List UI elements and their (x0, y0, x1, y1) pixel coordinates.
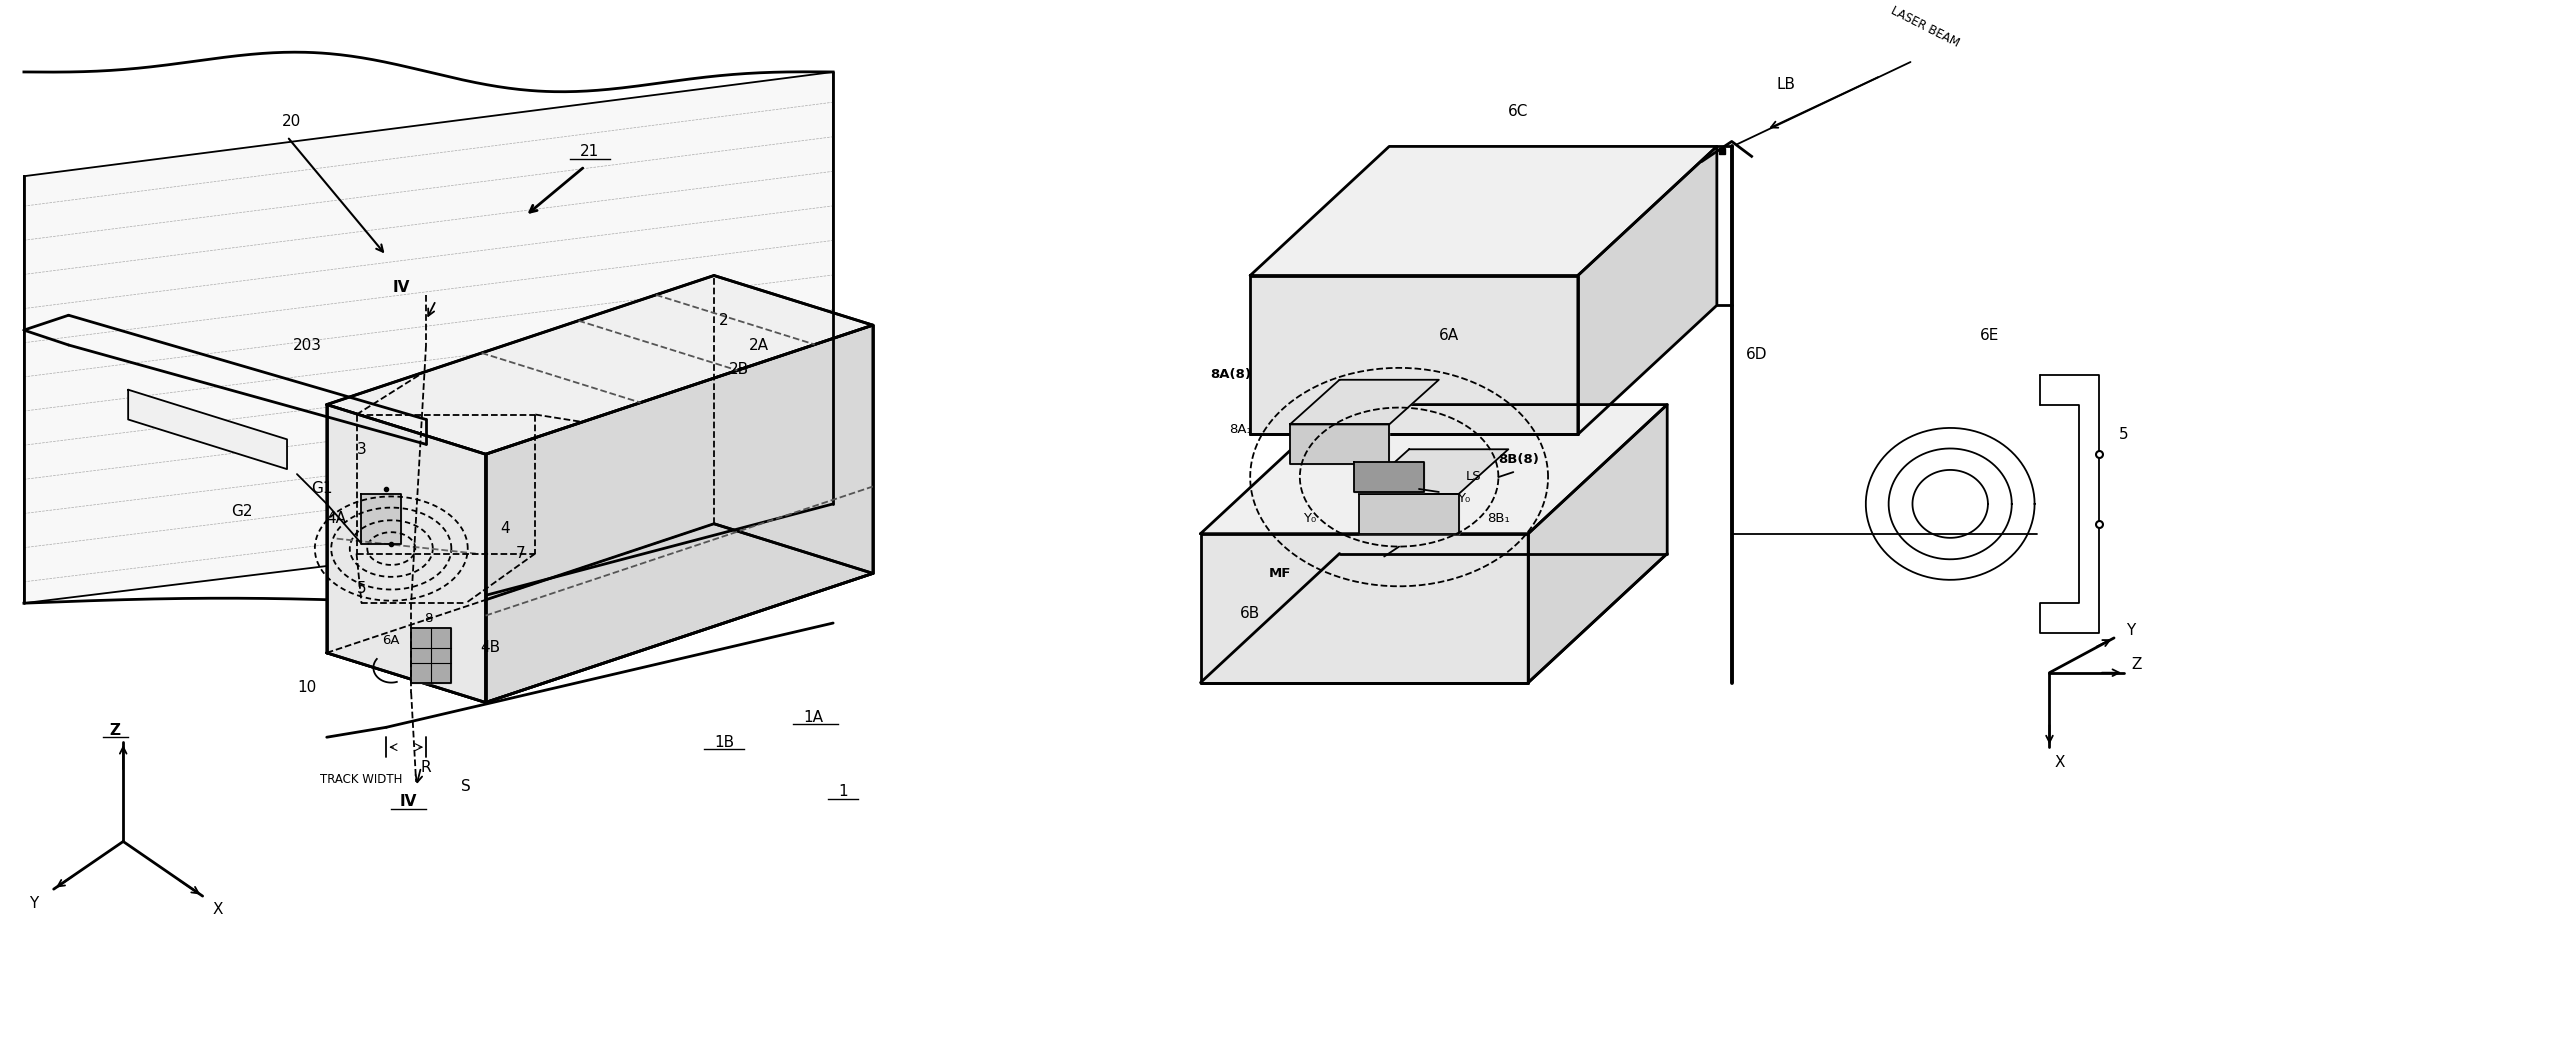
Text: 5: 5 (357, 581, 367, 595)
Text: 6C: 6C (1507, 104, 1527, 119)
Polygon shape (128, 390, 288, 469)
Text: MF: MF (1270, 567, 1290, 580)
Text: 6A: 6A (382, 634, 400, 648)
Text: 4: 4 (500, 521, 510, 537)
Text: 20: 20 (283, 114, 301, 129)
Text: 4A: 4A (326, 511, 347, 526)
Text: Y: Y (2127, 624, 2134, 638)
Text: Y₀: Y₀ (1303, 512, 1316, 525)
Text: 1: 1 (839, 784, 849, 799)
Text: 2: 2 (719, 313, 729, 328)
Text: 8A₁: 8A₁ (1229, 423, 1252, 436)
Text: 8B(8): 8B(8) (1497, 453, 1538, 466)
Text: TRACK WIDTH: TRACK WIDTH (321, 774, 403, 786)
Polygon shape (362, 494, 400, 544)
Text: 6E: 6E (1981, 328, 1999, 342)
Polygon shape (1250, 275, 1578, 435)
Polygon shape (1359, 494, 1459, 533)
Polygon shape (326, 404, 484, 702)
Text: X: X (212, 902, 222, 917)
Text: 1A: 1A (803, 710, 824, 724)
Text: R: R (421, 759, 431, 775)
Text: 3: 3 (357, 442, 367, 457)
Text: Y: Y (28, 896, 38, 910)
Polygon shape (1290, 380, 1438, 424)
Polygon shape (1250, 146, 1716, 275)
Text: G2: G2 (232, 504, 252, 520)
Polygon shape (1578, 146, 1716, 435)
Polygon shape (1201, 404, 1668, 533)
Text: 4B: 4B (479, 640, 500, 655)
Polygon shape (1201, 533, 1527, 682)
Text: S: S (462, 779, 472, 795)
Text: IV: IV (400, 794, 416, 810)
Text: 2B: 2B (729, 362, 750, 377)
Text: 21: 21 (581, 144, 599, 159)
Polygon shape (411, 628, 451, 682)
Text: 8B₁: 8B₁ (1487, 512, 1510, 525)
Text: 8: 8 (423, 611, 431, 625)
Text: X: X (2055, 755, 2066, 770)
Text: LASER BEAM: LASER BEAM (1890, 4, 1961, 50)
Text: 6A: 6A (1438, 328, 1459, 342)
Text: Z: Z (110, 722, 120, 738)
Polygon shape (484, 326, 872, 702)
Text: 7: 7 (515, 546, 525, 561)
Text: LS: LS (1466, 469, 1482, 483)
Text: 10: 10 (298, 680, 316, 695)
Text: Y₀: Y₀ (1456, 492, 1471, 505)
Polygon shape (1527, 404, 1668, 682)
Polygon shape (1359, 449, 1510, 493)
Polygon shape (23, 72, 834, 603)
Text: 2A: 2A (750, 337, 768, 353)
Polygon shape (326, 275, 872, 455)
Text: 8A(8): 8A(8) (1209, 369, 1252, 381)
Polygon shape (1290, 424, 1390, 464)
Text: 6D: 6D (1747, 348, 1767, 362)
Text: 6B: 6B (1239, 606, 1260, 621)
Polygon shape (1354, 462, 1423, 492)
Text: G1: G1 (311, 482, 332, 497)
Text: LB: LB (1777, 78, 1795, 92)
Text: 203: 203 (293, 337, 321, 353)
Text: 1B: 1B (714, 735, 734, 750)
Text: Z: Z (2132, 657, 2142, 672)
Text: IV: IV (393, 280, 411, 295)
Polygon shape (326, 524, 872, 702)
Text: 5: 5 (2119, 427, 2129, 442)
